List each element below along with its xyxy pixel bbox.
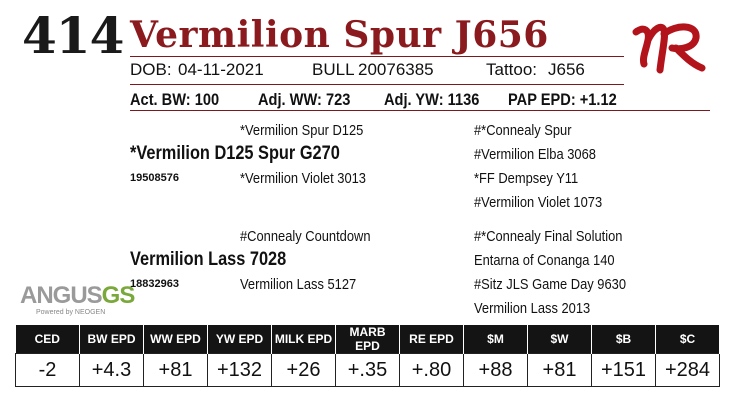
epd-value-m: +88: [463, 353, 528, 387]
epd-value-ced: -2: [15, 353, 80, 387]
epd-header-marb: MARB EPD: [335, 325, 400, 354]
epd-value-w: +81: [527, 353, 592, 387]
sire-dam-dam: #Vermilion Violet 1073: [474, 194, 603, 211]
dam-reg-number: 18832963: [130, 278, 179, 290]
sire-sire-sire: #*Connealy Spur: [474, 122, 572, 139]
epd-value-milk: +26: [271, 353, 336, 387]
epd-header-m: $M: [463, 325, 528, 354]
neogen-tagline: Powered by NEOGEN: [36, 309, 106, 316]
epd-value-c: +284: [655, 353, 720, 387]
dam-dam: Vermilion Lass 5127: [240, 276, 357, 293]
divider-bottom: [130, 110, 710, 111]
dam-sire: #Connealy Countdown: [240, 228, 371, 245]
epd-header-bw: BW EPD: [79, 325, 144, 354]
epd-value-b: +151: [591, 353, 656, 387]
dam-sire-sire: #*Connealy Final Solution: [474, 228, 623, 245]
dam-name: Vermilion Lass 7028: [130, 249, 287, 270]
angus-gs-suffix: GS: [101, 282, 136, 309]
epd-table: CED BW EPD WW EPD YW EPD MILK EPD MARB E…: [15, 325, 720, 387]
epd-header-yw: YW EPD: [207, 325, 272, 354]
angus-gs-brand: ANGUS: [20, 282, 103, 309]
epd-header-re: RE EPD: [399, 325, 464, 354]
epd-header-c: $C: [655, 325, 720, 354]
lot-number: 414: [22, 6, 124, 65]
ranch-logo-icon: [632, 23, 706, 74]
sire-dam-sire: *FF Dempsey Y11: [474, 170, 579, 187]
pap-epd: PAP EPD: +1.12: [508, 90, 617, 109]
epd-header-milk: MILK EPD: [271, 325, 336, 354]
sire-sire: *Vermilion Spur D125: [240, 122, 364, 139]
sire-reg-number: 19508576: [130, 172, 179, 184]
tattoo-value: J656: [548, 60, 585, 79]
epd-value-re: +.80: [399, 353, 464, 387]
registration-number: 20076385: [358, 60, 434, 79]
adjusted-yearling-weight: Adj. YW: 1136: [384, 90, 480, 109]
sire-name: *Vermilion D125 Spur G270: [130, 143, 340, 164]
epd-header-ced: CED: [15, 325, 80, 354]
sire-dam: *Vermilion Violet 3013: [240, 170, 366, 187]
epd-header-w: $W: [527, 325, 592, 354]
adjusted-weaning-weight: Adj. WW: 723: [258, 90, 351, 109]
dob-label: DOB:: [130, 60, 172, 79]
divider-middle: [130, 84, 624, 85]
divider-top: [130, 56, 624, 57]
actual-birth-weight: Act. BW: 100: [130, 90, 220, 109]
dam-dam-sire: #Sitz JLS Game Day 9630: [474, 276, 627, 293]
epd-value-marb: +.35: [335, 353, 400, 387]
epd-value-yw: +132: [207, 353, 272, 387]
epd-value-ww: +81: [143, 353, 208, 387]
dob-value: 04-11-2021: [178, 60, 264, 79]
epd-header-row: CED BW EPD WW EPD YW EPD MILK EPD MARB E…: [15, 325, 720, 354]
angus-gs-logo: ANGUSGS: [20, 282, 136, 310]
sex-value: BULL: [312, 60, 355, 79]
sire-sire-dam: #Vermilion Elba 3068: [474, 146, 596, 163]
epd-header-b: $B: [591, 325, 656, 354]
dam-sire-dam: Entarna of Conanga 140: [474, 252, 615, 269]
epd-header-ww: WW EPD: [143, 325, 208, 354]
epd-value-bw: +4.3: [79, 353, 144, 387]
animal-name: Vermilion Spur J656: [130, 14, 549, 56]
epd-value-row: -2 +4.3 +81 +132 +26 +.35 +.80 +88 +81 +…: [15, 353, 720, 387]
tattoo-label: Tattoo:: [486, 60, 538, 79]
dam-dam-dam: Vermilion Lass 2013: [474, 300, 591, 317]
